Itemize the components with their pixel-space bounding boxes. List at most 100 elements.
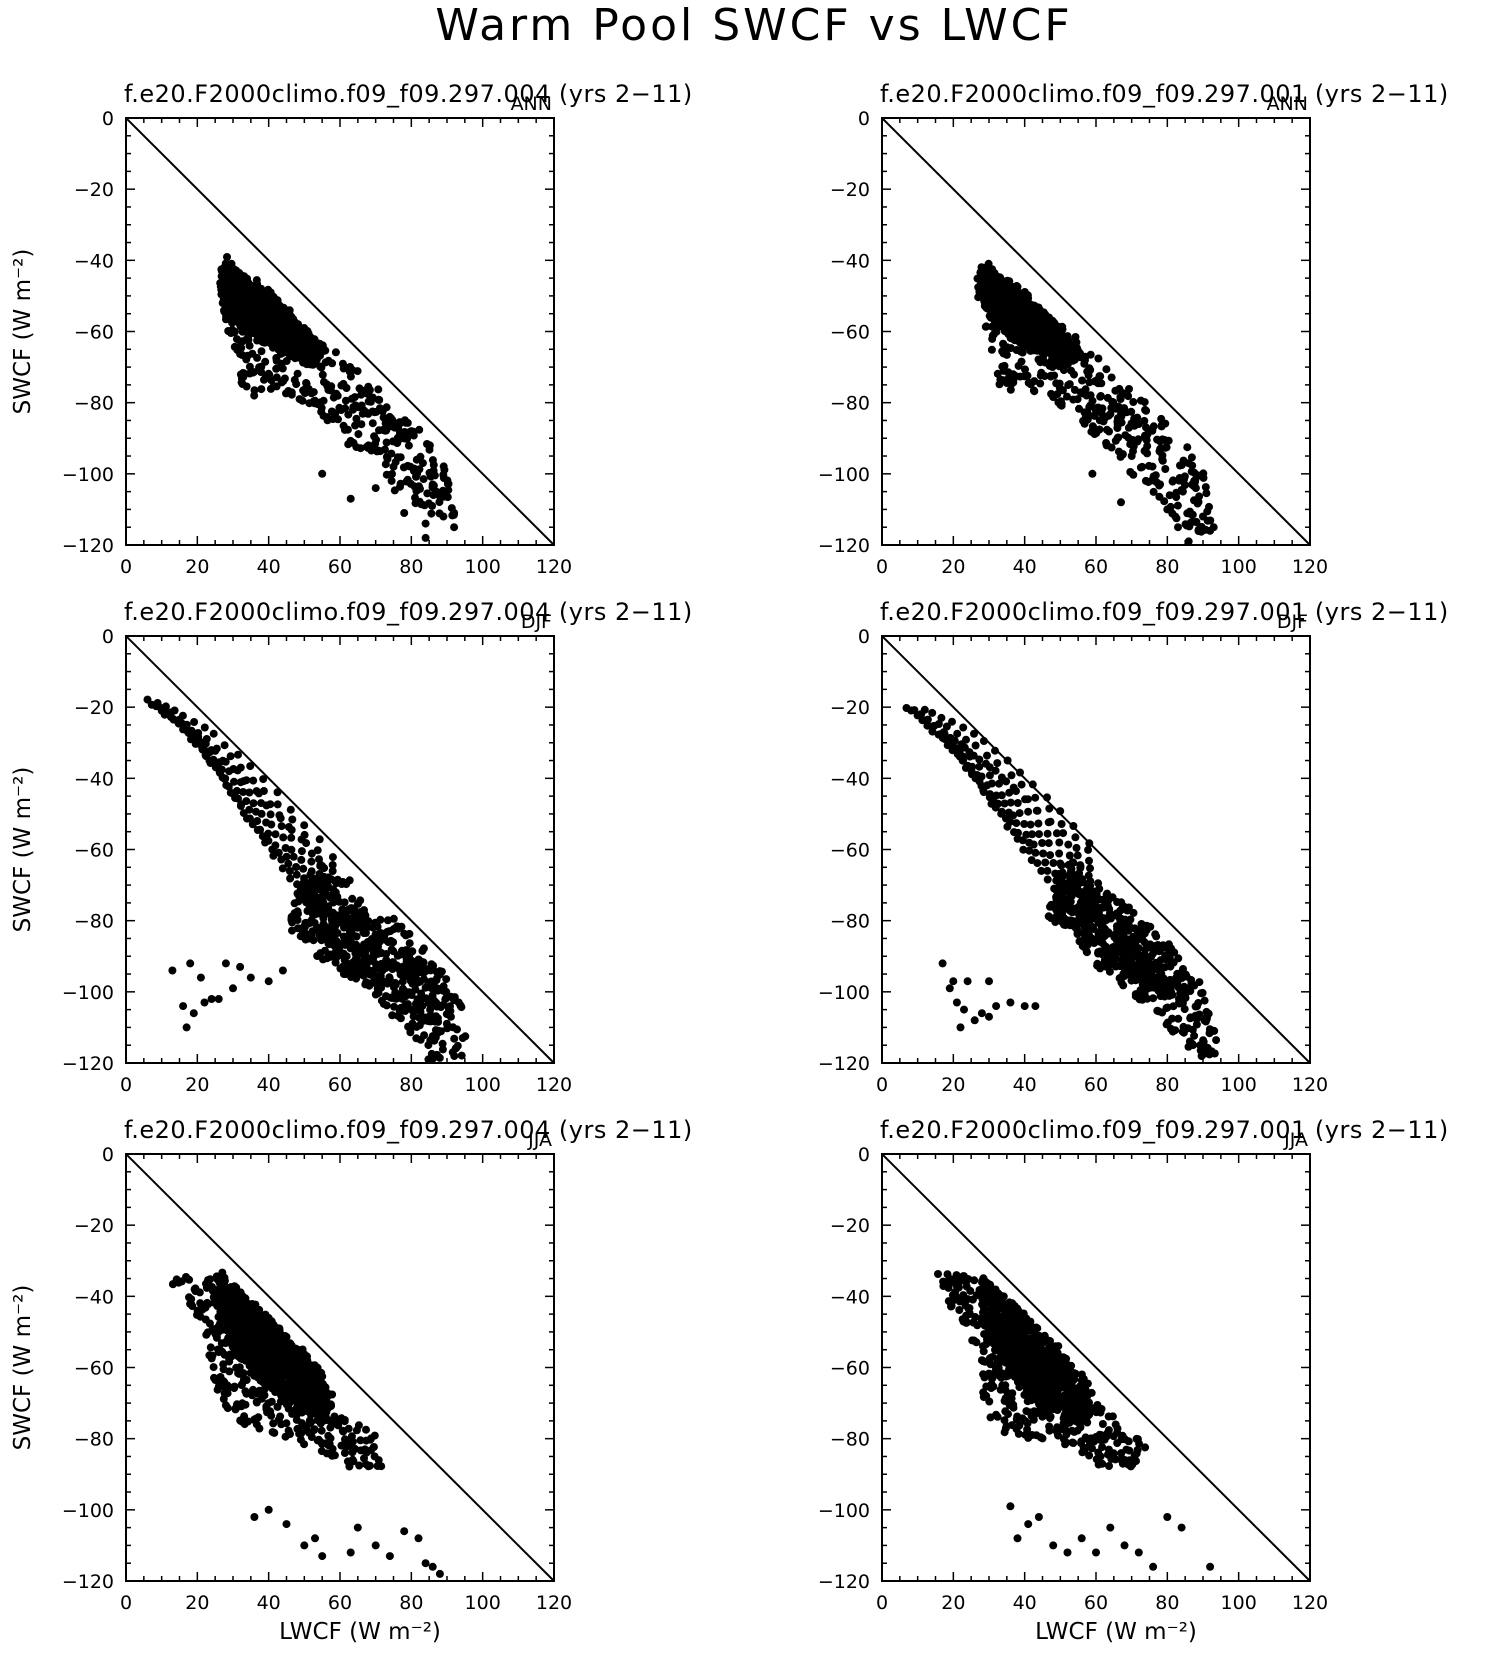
data-point	[956, 1023, 965, 1032]
data-point	[284, 823, 293, 831]
data-point	[334, 415, 342, 424]
data-point	[1038, 839, 1047, 847]
data-point	[1023, 795, 1032, 804]
data-point	[1090, 887, 1099, 896]
data-point	[309, 355, 318, 364]
data-point	[1156, 992, 1165, 1001]
data-point	[1113, 898, 1122, 906]
data-point	[1171, 512, 1180, 521]
data-point	[1016, 311, 1025, 320]
data-point	[1125, 385, 1133, 393]
data-point	[196, 1312, 205, 1321]
data-point	[252, 807, 260, 816]
y-tick-label: −100	[818, 982, 870, 1004]
data-point	[450, 509, 459, 517]
data-point	[1127, 407, 1136, 416]
data-point	[1075, 913, 1084, 922]
data-point	[317, 936, 326, 945]
data-point	[259, 775, 268, 784]
data-point	[245, 788, 254, 797]
data-point	[457, 1051, 466, 1060]
data-point	[1080, 359, 1089, 368]
data-point	[366, 397, 375, 406]
data-point	[1141, 476, 1150, 485]
y-tick-label: −20	[830, 697, 870, 719]
data-point	[328, 853, 337, 862]
data-point	[297, 835, 306, 844]
data-point	[1071, 333, 1080, 341]
season-label: DJF	[521, 611, 552, 633]
data-point	[423, 489, 432, 498]
data-point	[352, 940, 361, 949]
data-point	[428, 993, 437, 1002]
data-point	[1031, 793, 1040, 802]
data-point	[1029, 386, 1038, 395]
x-tick-label: 120	[536, 1074, 572, 1096]
data-point	[373, 972, 381, 981]
data-point	[382, 420, 391, 428]
data-point	[443, 993, 452, 1002]
data-point	[297, 855, 306, 864]
data-point	[190, 1285, 199, 1294]
data-point	[340, 923, 348, 932]
panel-title: f.e20.F2000climo.f09_f09.297.001 (yrs 2−…	[880, 598, 1449, 626]
data-point	[209, 729, 218, 738]
y-tick-label: −40	[830, 250, 870, 272]
data-point	[405, 939, 414, 948]
x-tick-label: 80	[399, 556, 423, 578]
data-point	[331, 877, 340, 886]
data-point	[210, 759, 219, 768]
data-point	[249, 368, 258, 377]
data-point	[396, 970, 405, 979]
data-point	[1035, 322, 1044, 330]
data-point	[1193, 1014, 1202, 1022]
data-point	[250, 386, 259, 395]
data-point	[428, 501, 437, 510]
data-point	[194, 733, 203, 741]
scatter-panel-2: 0 20 40 60 80 100 1200−20−40−60−80−100−120f.e2…	[818, 80, 1448, 578]
data-point	[385, 975, 394, 983]
data-point	[995, 779, 1003, 788]
data-point	[233, 268, 242, 277]
data-point	[205, 1319, 214, 1328]
data-point	[983, 751, 991, 760]
data-point	[230, 777, 238, 786]
data-point	[226, 788, 235, 797]
data-point	[317, 1426, 326, 1435]
data-point	[1107, 373, 1116, 382]
data-point	[246, 973, 255, 982]
data-point	[991, 306, 1000, 315]
data-point	[987, 345, 996, 354]
data-point	[1146, 983, 1155, 992]
data-point	[1056, 359, 1065, 368]
data-point	[1064, 840, 1073, 849]
data-point	[1174, 523, 1182, 532]
data-point	[1024, 378, 1033, 387]
data-point	[928, 708, 937, 717]
data-point	[1094, 354, 1103, 363]
data-point	[992, 316, 1001, 325]
data-point	[1149, 975, 1158, 983]
data-point	[189, 1009, 198, 1018]
data-point	[426, 966, 435, 975]
data-point	[319, 396, 328, 405]
data-point	[1035, 830, 1043, 839]
data-point	[302, 379, 311, 387]
data-point	[1120, 937, 1129, 946]
data-point	[1162, 1004, 1171, 1012]
data-point	[1180, 1005, 1189, 1014]
data-point	[271, 830, 280, 839]
data-point	[1201, 483, 1210, 492]
data-point	[368, 923, 377, 932]
data-point	[975, 755, 984, 764]
data-point	[1133, 926, 1142, 935]
data-point	[1043, 829, 1052, 838]
data-point	[294, 924, 302, 933]
data-point	[1102, 365, 1111, 374]
x-tick-label: 60	[1084, 556, 1108, 578]
data-point	[1070, 885, 1079, 894]
data-point	[268, 329, 277, 338]
data-point	[1083, 415, 1092, 424]
data-point	[1179, 1028, 1188, 1037]
data-point	[214, 995, 223, 1003]
